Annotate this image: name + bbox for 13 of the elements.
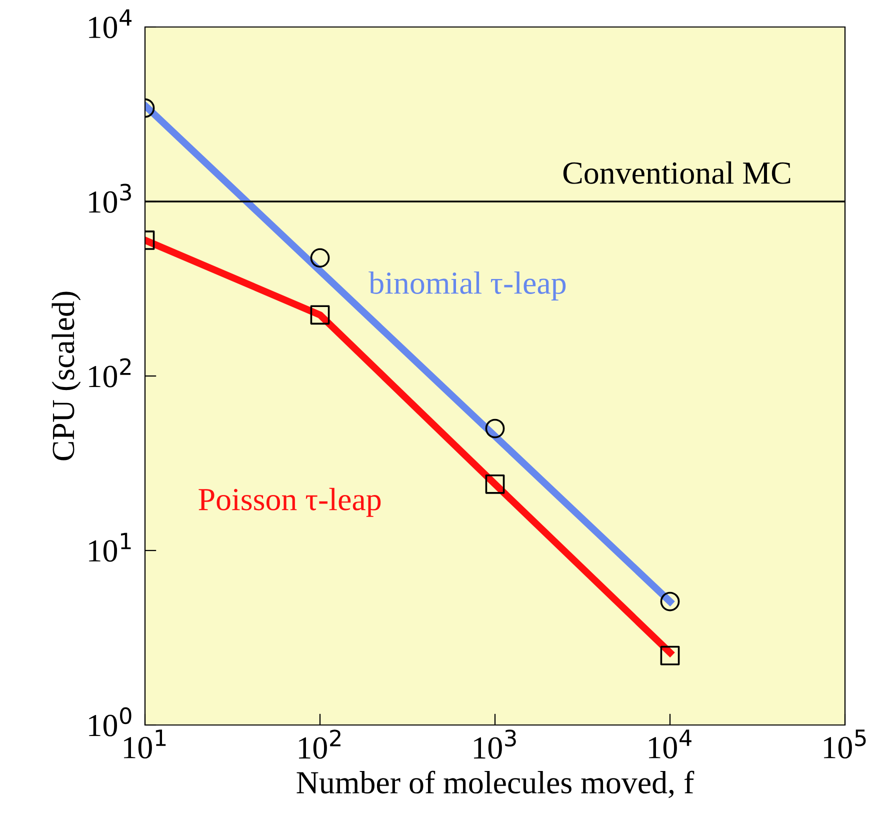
x-tick-label: 10$^{4}$ bbox=[649, 730, 692, 758]
series-label: binomial τ-leap bbox=[368, 271, 566, 300]
ref-line-label: Conventional MC bbox=[563, 161, 790, 184]
y-tick-label: 10$^{3}$ bbox=[89, 184, 131, 213]
y-axis-title: CPU (scaled) bbox=[52, 292, 81, 460]
y-tick-label: 10$^{1}$ bbox=[89, 532, 131, 562]
y-tick-label: 10$^{2}$ bbox=[89, 358, 131, 388]
x-tick-label: 10$^{2}$ bbox=[299, 730, 340, 759]
text: Poisson τ-leap bbox=[198, 488, 381, 517]
x-tick-label: 10$^{3}$ bbox=[474, 730, 516, 759]
y-tick-label: 10$^{4}$ bbox=[89, 9, 132, 38]
x-tick-label: 10$^{5}$ bbox=[824, 730, 866, 758]
x-axis-title: Number of molecules moved, f bbox=[296, 770, 694, 798]
